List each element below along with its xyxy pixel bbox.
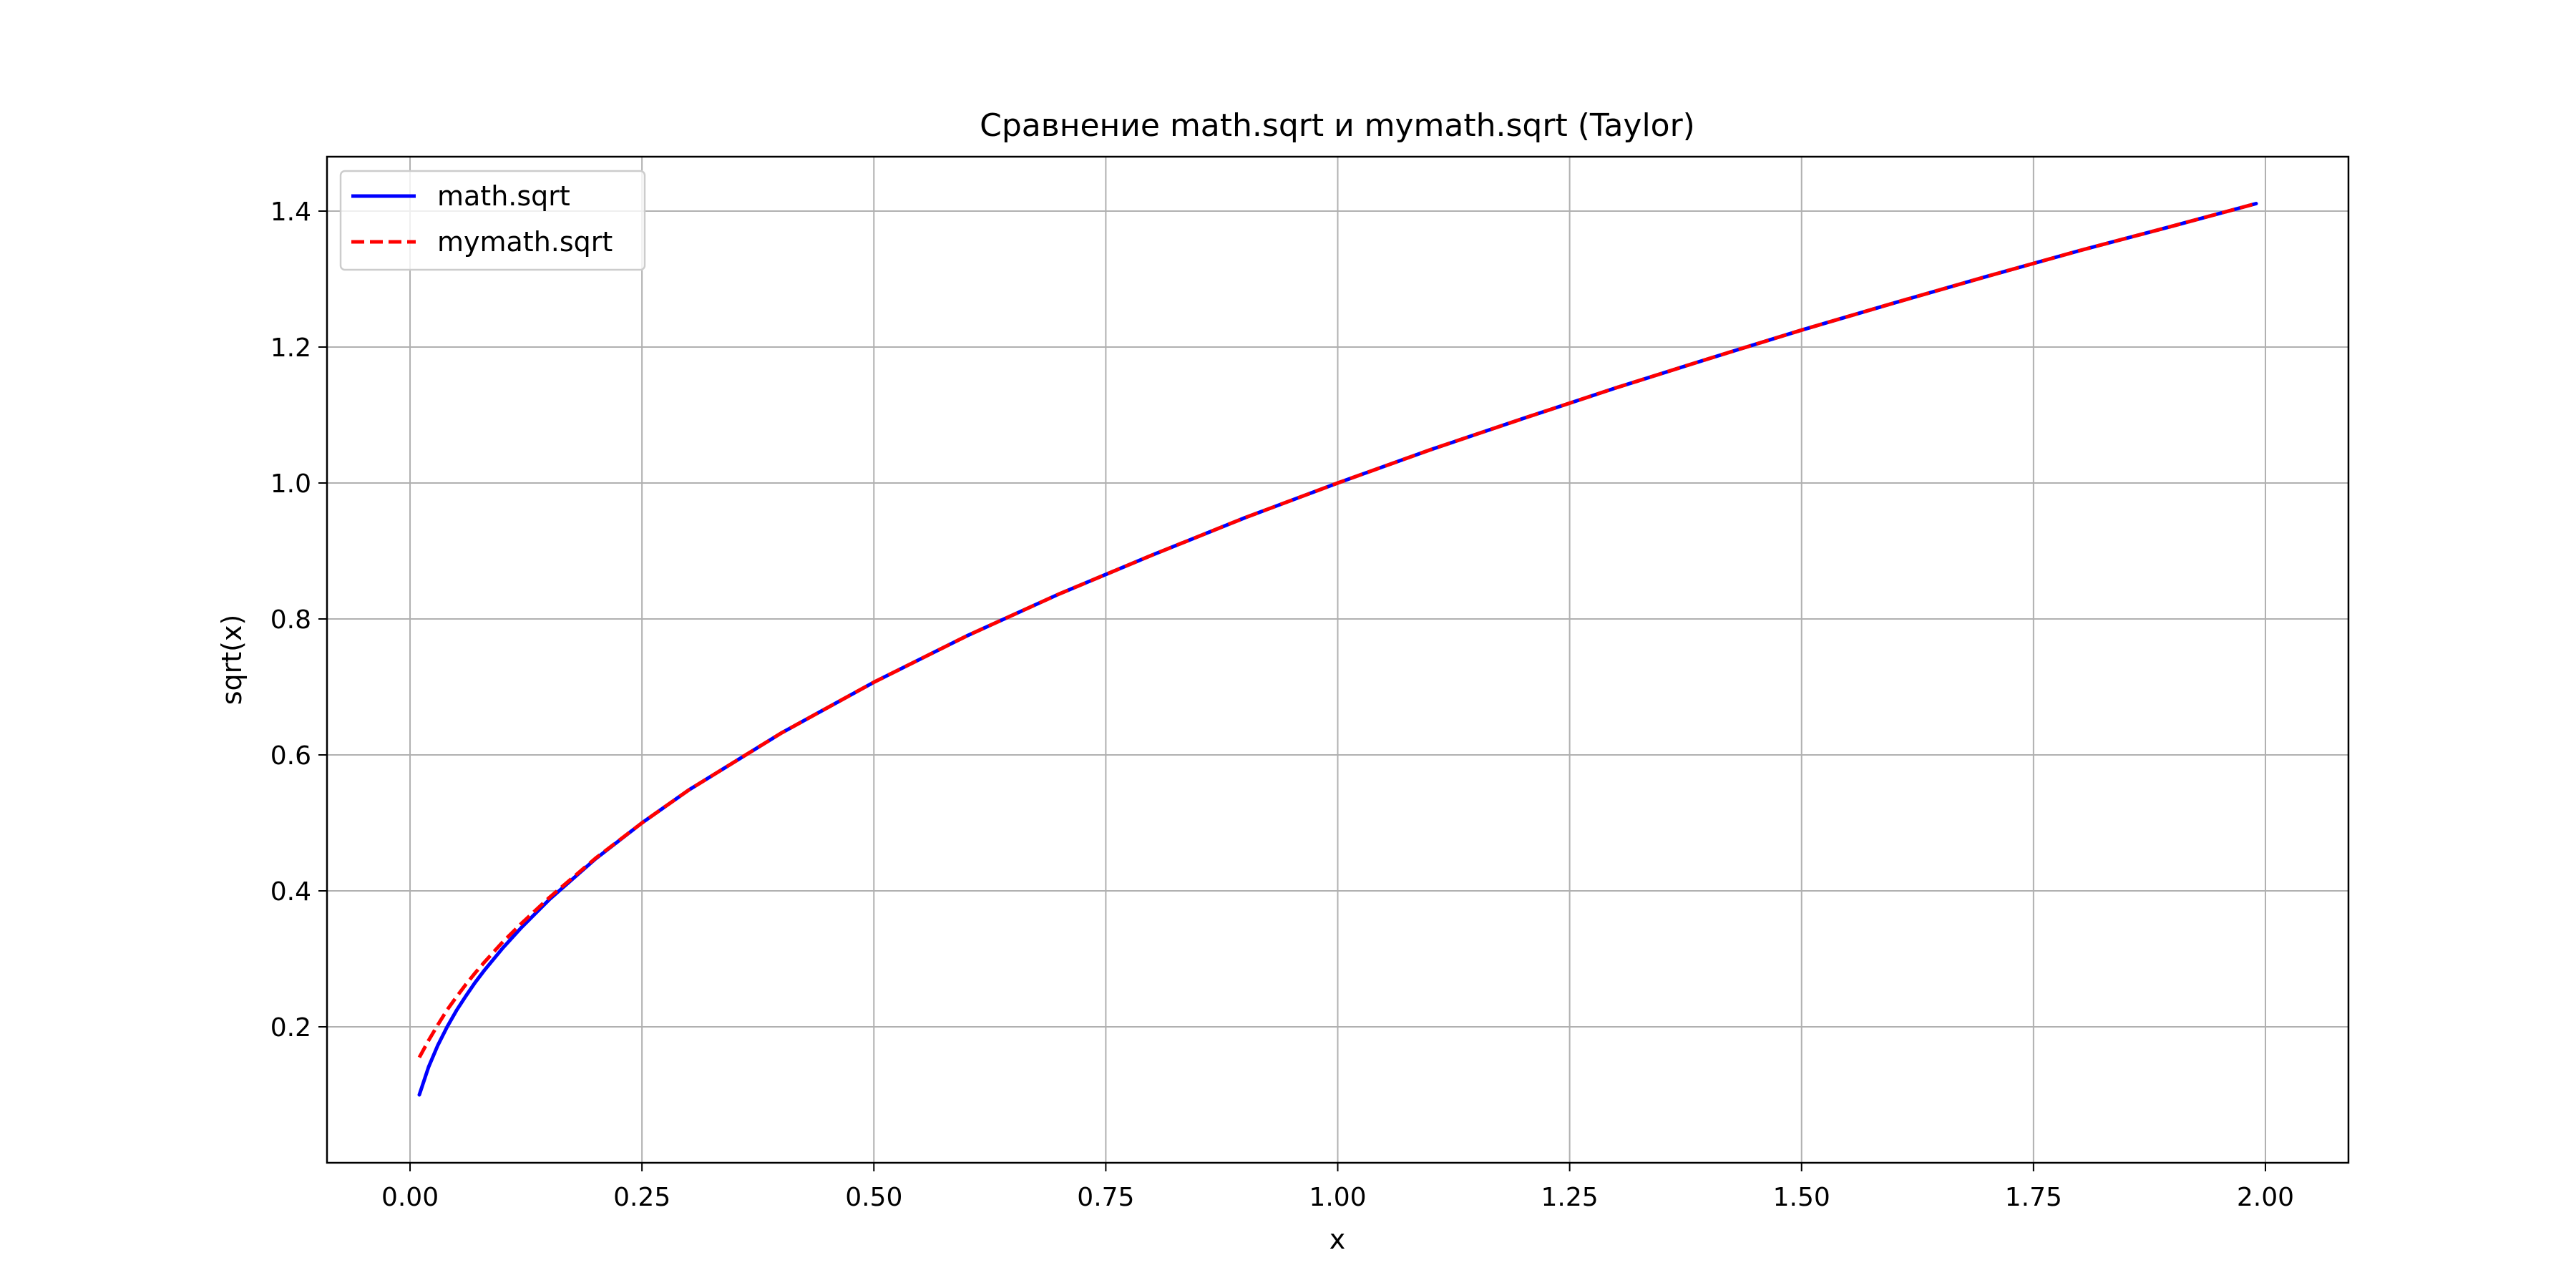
x-tick-label: 0.25 [613,1183,670,1212]
x-tick-label: 0.00 [381,1183,439,1212]
x-tick-label: 1.25 [1541,1183,1599,1212]
series-layer [417,202,2258,1097]
x-tick-label: 1.75 [2005,1183,2062,1212]
y-tick-label: 1.0 [270,469,311,499]
legend-label-mymath-sqrt: mymath.sqrt [437,226,613,258]
y-tick-label: 0.4 [270,877,311,907]
chart-title: Сравнение math.sqrt и mymath.sqrt (Taylo… [980,107,1695,144]
y-tick-label: 0.8 [270,605,311,635]
legend: math.sqrt mymath.sqrt [339,170,646,271]
y-axis-label: sqrt(x) [216,615,248,706]
y-tick-label: 1.2 [270,333,311,363]
y-tick-label: 1.4 [270,197,311,227]
series-line-mymath-sqrt [417,202,2257,1058]
x-axis-label: x [1330,1224,1346,1255]
x-tick-label: 0.75 [1077,1183,1134,1212]
x-tick-label: 1.00 [1309,1183,1366,1212]
x-tick-label: 2.00 [2237,1183,2294,1212]
ticks: 0.00 0.25 0.50 0.75 1.00 1.25 1.50 1.75 2.00 0.2 0… [270,197,2294,1212]
y-tick-label: 0.2 [270,1013,311,1043]
grid [327,157,2348,1163]
plot-frame [326,155,2350,1164]
x-tick-label: 1.50 [1773,1183,1830,1212]
x-tick-label: 0.50 [845,1183,902,1212]
legend-label-math-sqrt: math.sqrt [437,180,570,212]
y-tick-label: 0.6 [270,741,311,771]
legend-frame [339,170,646,271]
